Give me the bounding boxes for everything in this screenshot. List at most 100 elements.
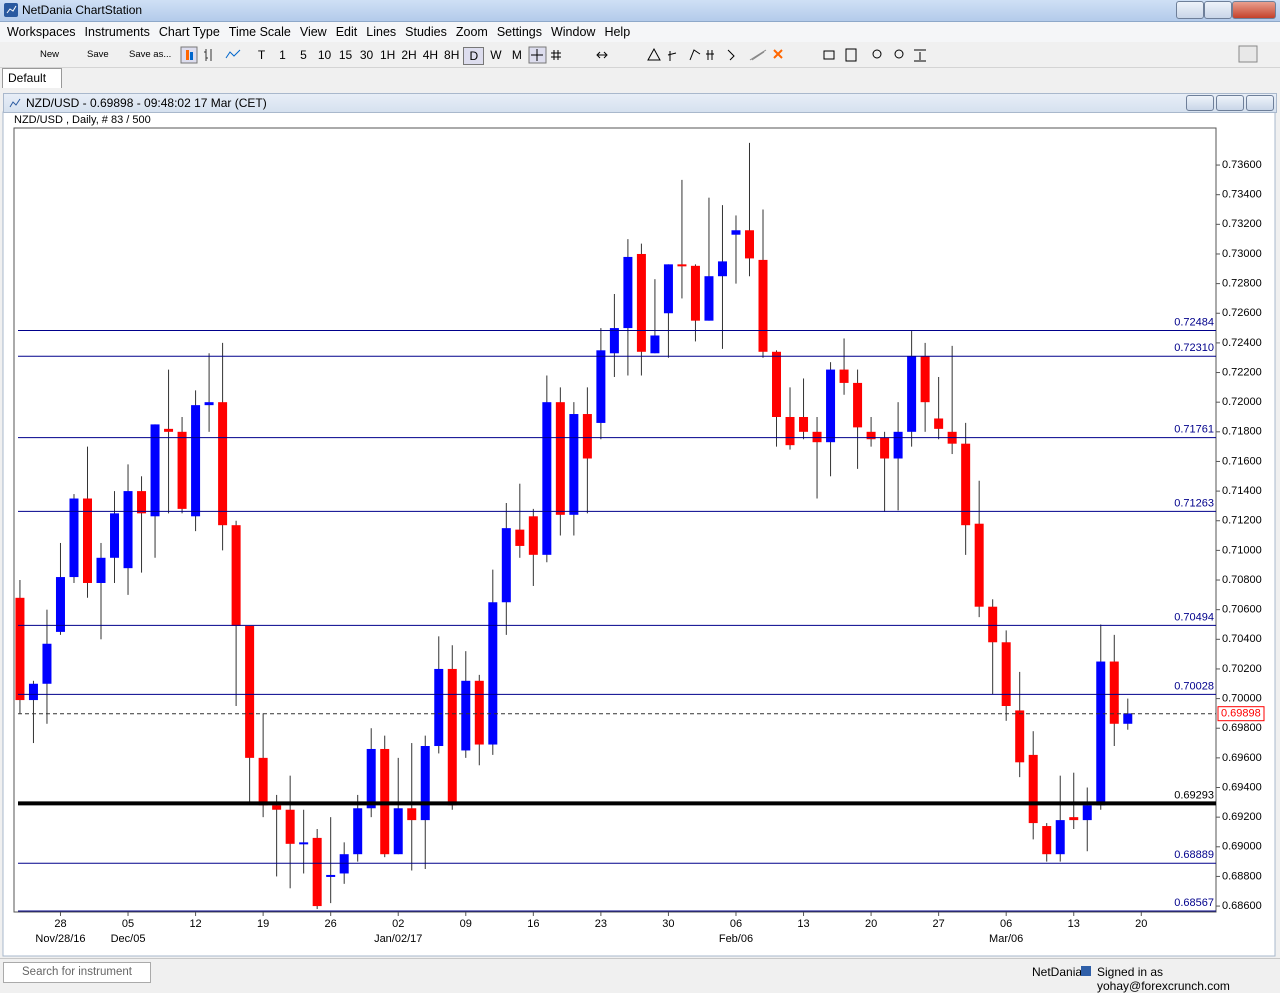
x-tick-label: 28 xyxy=(54,918,66,930)
candle-body xyxy=(55,577,65,632)
timeframe-button[interactable]: 30 xyxy=(359,48,374,62)
candle-body xyxy=(569,414,579,515)
candle-body xyxy=(245,625,255,758)
y-tick-label: 0.73400 xyxy=(1222,189,1262,201)
candle-body xyxy=(339,854,349,874)
timeframe-button[interactable]: T xyxy=(257,48,266,62)
title-bar: NetDania ChartStation xyxy=(0,0,1280,22)
menu-item[interactable]: Lines xyxy=(366,25,397,39)
candle-body xyxy=(69,498,79,578)
search-placeholder: Search for instrument xyxy=(22,966,132,978)
menu-item[interactable]: Edit xyxy=(335,25,358,39)
candle-body xyxy=(1069,817,1079,821)
candle-body xyxy=(555,402,565,515)
plot-area xyxy=(13,127,1217,913)
toolbar-button[interactable]: Save as... xyxy=(129,49,172,60)
candle-body xyxy=(582,414,592,459)
chart-restore[interactable] xyxy=(1216,95,1244,111)
timeframe-button[interactable]: 1 xyxy=(279,48,286,62)
y-tick-label: 0.71800 xyxy=(1222,426,1262,438)
x-tick-sublabel: Nov/28/16 xyxy=(35,933,85,945)
last-price-box xyxy=(1217,706,1265,722)
timeframe-button[interactable]: 1H xyxy=(380,48,396,62)
close-button[interactable] xyxy=(1232,1,1276,19)
candle-body xyxy=(393,808,403,855)
timeframe-button[interactable]: 2H xyxy=(401,48,417,62)
candle-body xyxy=(799,416,809,432)
timeframe-button[interactable]: 10 xyxy=(317,48,332,62)
candle-body xyxy=(1028,754,1038,824)
candle-body xyxy=(677,264,687,267)
toolbar-button[interactable]: Save xyxy=(87,49,109,60)
candle-body xyxy=(609,328,619,354)
timeframe-button[interactable]: 5 xyxy=(300,48,307,62)
candle-body xyxy=(690,265,700,321)
window-title: NetDania ChartStation xyxy=(22,3,143,17)
candle-body xyxy=(434,668,444,747)
menu-item[interactable]: Studies xyxy=(405,25,447,39)
y-tick-label: 0.72200 xyxy=(1222,366,1262,378)
chart-close[interactable] xyxy=(1246,95,1274,111)
candle-body xyxy=(515,529,525,546)
x-tick-label: 23 xyxy=(595,918,607,930)
timeframe-button[interactable]: M xyxy=(511,48,522,62)
toolbar-button[interactable]: New xyxy=(40,49,60,60)
candle-body xyxy=(704,276,714,321)
candle-body xyxy=(636,253,646,352)
menu-item[interactable]: Time Scale xyxy=(228,25,291,39)
timeframe-button[interactable]: 15 xyxy=(338,48,353,62)
toolbar: New Save Save as... T 1 5 10 15 30 1H 2H 4H 8H D W M xyxy=(0,43,1280,68)
candle-body xyxy=(650,335,660,354)
candle-body xyxy=(866,431,876,440)
y-tick-label: 0.69600 xyxy=(1222,752,1262,764)
menu-item[interactable]: Help xyxy=(604,25,631,39)
candle-body xyxy=(528,516,538,555)
candle-body xyxy=(96,557,106,583)
candle-body xyxy=(961,443,971,526)
maximize-button[interactable] xyxy=(1204,1,1232,19)
candle-body xyxy=(1055,820,1065,855)
x-tick-label: 13 xyxy=(797,918,809,930)
x-tick-label: 06 xyxy=(1000,918,1012,930)
x-tick-label: 13 xyxy=(1068,918,1080,930)
menu-item[interactable]: View xyxy=(299,25,327,39)
y-tick-label: 0.68800 xyxy=(1222,870,1262,882)
app-icon xyxy=(4,3,18,17)
menu-item[interactable]: Window xyxy=(550,25,596,39)
search-box[interactable]: Search for instrument xyxy=(3,962,151,983)
brand: NetDania xyxy=(1032,965,1083,979)
chart-icon xyxy=(9,98,21,108)
timeframe-button[interactable]: D xyxy=(463,47,485,65)
workspace-tab[interactable]: Default xyxy=(2,68,62,88)
menu-item[interactable]: Workspaces xyxy=(7,25,76,39)
panel-button[interactable] xyxy=(1238,45,1258,63)
timeframe-button[interactable]: W xyxy=(490,48,502,62)
y-tick-label: 0.72000 xyxy=(1222,396,1262,408)
candle-body xyxy=(150,424,160,517)
y-tick-label: 0.71600 xyxy=(1222,455,1262,467)
candle-body xyxy=(272,805,282,810)
timeframe-button[interactable]: 4H xyxy=(422,48,439,62)
timeframe-button[interactable]: 8H xyxy=(444,48,460,62)
menu-item[interactable]: Settings xyxy=(496,25,542,39)
y-tick-label: 0.73000 xyxy=(1222,248,1262,260)
y-tick-label: 0.72600 xyxy=(1222,307,1262,319)
level-label: 0.72310 xyxy=(1174,342,1214,354)
candle-body xyxy=(772,351,782,417)
chart-window-title-bar: NZD/USD - 0.69898 - 09:48:02 17 Mar (CET… xyxy=(3,93,1277,113)
menu-item[interactable]: Chart Type xyxy=(158,25,220,39)
menu-item[interactable]: Zoom xyxy=(455,25,488,39)
candle-body xyxy=(758,259,768,352)
minimize-button[interactable] xyxy=(1176,1,1204,19)
x-tick-label: 02 xyxy=(392,918,404,930)
candle-body xyxy=(191,405,201,517)
chart-minimize[interactable] xyxy=(1186,95,1214,111)
candle-body xyxy=(988,606,998,643)
y-tick-label: 0.72800 xyxy=(1222,278,1262,290)
candle-body xyxy=(1082,805,1092,821)
x-tick-sublabel: Jan/02/17 xyxy=(374,933,422,945)
menu-item[interactable]: Instruments xyxy=(84,25,150,39)
candle-body xyxy=(785,416,795,446)
candle-body xyxy=(312,837,322,907)
candle-body xyxy=(920,356,930,403)
